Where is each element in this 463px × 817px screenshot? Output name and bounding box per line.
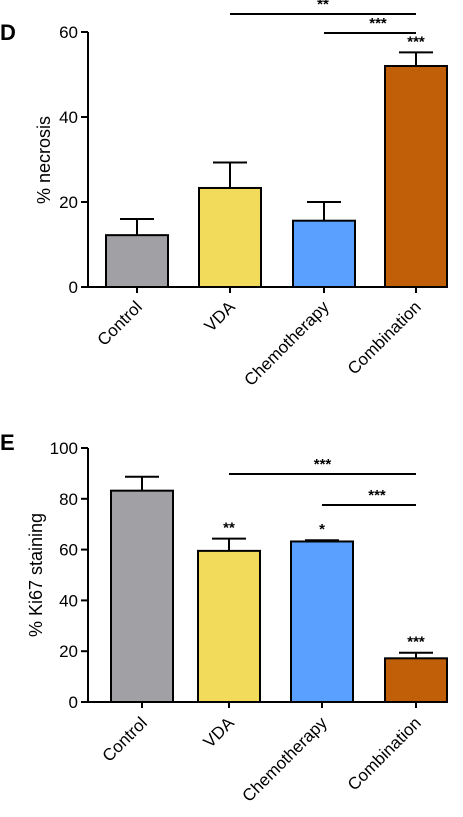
panel-letter-e: E [0,430,15,455]
x-tick-label: VDA [200,713,239,752]
chart-necrosis: 0 20 40 60 % necrosis Control VDA Chemotherapy C… [34,0,448,390]
y-tick-label: 40 [59,108,78,127]
bar-vda [197,549,261,703]
significance-label: *** [407,634,425,651]
significance-label: *** [407,33,425,50]
y-tick-label: 0 [69,693,78,712]
bar-control [105,234,169,288]
y-axis-label: % necrosis [34,116,54,204]
comparison-label: *** [314,456,332,473]
bar-combination [384,657,448,704]
y-tick-label: 20 [59,193,78,212]
x-tick-label: Control [94,297,146,349]
significance-label: * [319,521,325,538]
y-axis-label: % Ki67 staining [26,513,46,637]
bar-combination [384,65,448,288]
y-tick-label: 80 [59,490,78,509]
bar-control [110,489,174,703]
y-tick-label: 40 [59,591,78,610]
y-tick-label: 100 [50,439,78,458]
x-tick-label: Combination [344,713,425,794]
x-tick-label: Control [99,713,151,765]
x-tick-label: Chemotherapy [241,297,334,390]
significance-label: ** [223,520,235,537]
y-tick-label: 20 [59,642,78,661]
x-tick-label: VDA [201,297,240,336]
bar-chemotherapy [292,219,356,288]
comparison-label: *** [369,15,387,32]
x-tick-label: Combination [344,297,425,378]
y-tick-label: 60 [59,541,78,560]
chart-ki67: 0 20 40 60 80 100 % Ki67 staining Control VDA ** C… [26,439,448,806]
y-tick-label: 0 [69,278,78,297]
comparison-label: ** [317,0,329,13]
bar-vda [198,186,262,289]
y-tick-label: 60 [59,23,78,42]
x-tick-label: Chemotherapy [239,713,332,806]
bar-chemotherapy [290,540,354,703]
panel-letter-d: D [0,20,16,45]
comparison-label: *** [368,487,386,504]
